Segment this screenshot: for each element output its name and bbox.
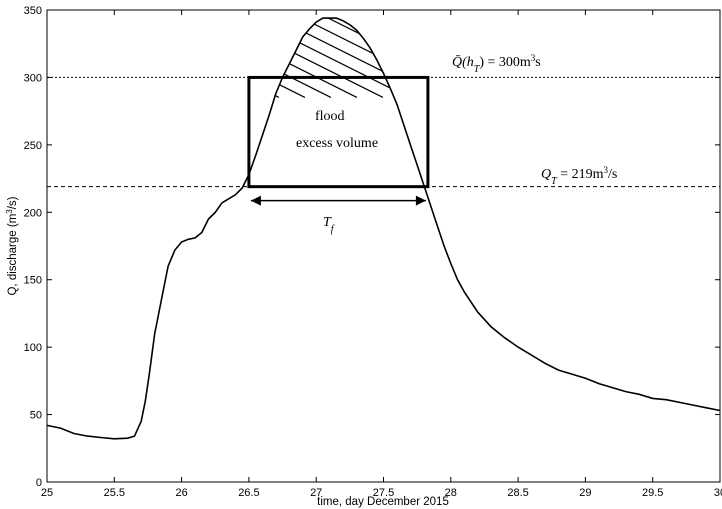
x-tick-label: 25.5	[104, 487, 125, 499]
x-tick-label: 26	[175, 487, 187, 499]
hatch-line	[248, 18, 410, 98]
y-tick-label: 150	[24, 275, 42, 287]
tf-label: Tf	[323, 215, 335, 235]
x-tick-label: 28.5	[507, 487, 528, 499]
flood-label-bg	[310, 106, 352, 124]
flood-label: flood	[315, 109, 345, 124]
hatch-line	[416, 18, 428, 98]
y-tick-label: 200	[24, 207, 42, 219]
x-tick-label: 29.5	[642, 487, 663, 499]
hatch-line	[338, 18, 428, 98]
excess-volume-label: excess volume	[296, 136, 378, 151]
y-tick-label: 300	[24, 72, 42, 84]
hatch-line	[248, 18, 332, 98]
hatch-line	[248, 18, 254, 98]
qt-annotation: QT = 219m3/s	[541, 165, 617, 187]
hatch-line	[443, 0, 643, 97]
y-tick-label: 0	[36, 477, 42, 489]
x-tick-label: 28	[445, 487, 457, 499]
reference-lines	[47, 76, 720, 188]
flood-hatching	[248, 0, 643, 151]
hatch-line	[390, 18, 428, 98]
hatch-line	[248, 18, 306, 98]
x-axis: 25 25.5 26 26.5 27 27.5 28 28.5 29 29.5 30	[41, 10, 722, 499]
threshold-box	[247, 75, 430, 189]
plot-frame	[46, 9, 721, 483]
y-axis: 0 50 100 150 200 250 300 350	[24, 5, 720, 489]
tf-arrow	[250, 195, 426, 206]
hatch-line	[312, 18, 428, 98]
tf-arrow-head-right	[415, 195, 426, 206]
qbar-annotation: Q̄(hT) = 300m3s	[452, 53, 541, 75]
tf-arrow-head-left	[250, 195, 261, 206]
excess-label-bg	[292, 133, 392, 151]
y-tick-label: 350	[24, 5, 42, 17]
discharge-series-line	[46, 17, 721, 440]
hatch-line	[248, 18, 428, 98]
y-tick-label: 100	[24, 342, 42, 354]
hatch-line	[260, 18, 428, 98]
y-tick-label: 250	[24, 140, 42, 152]
x-tick-label: 27	[310, 487, 322, 499]
x-tick-label: 30	[714, 487, 722, 499]
hatch-line	[248, 18, 384, 98]
y-tick-label: 50	[30, 410, 42, 422]
hatch-line	[248, 18, 358, 98]
hatch-line	[364, 18, 428, 98]
x-tick-label: 29	[579, 487, 591, 499]
x-axis-title: time, day December 2015	[317, 496, 449, 508]
x-tick-label: 25	[41, 487, 53, 499]
y-axis-title: Q, discharge (m3/s)	[5, 196, 20, 295]
x-tick-label: 27.5	[373, 487, 394, 499]
x-tick-label: 26.5	[238, 487, 259, 499]
